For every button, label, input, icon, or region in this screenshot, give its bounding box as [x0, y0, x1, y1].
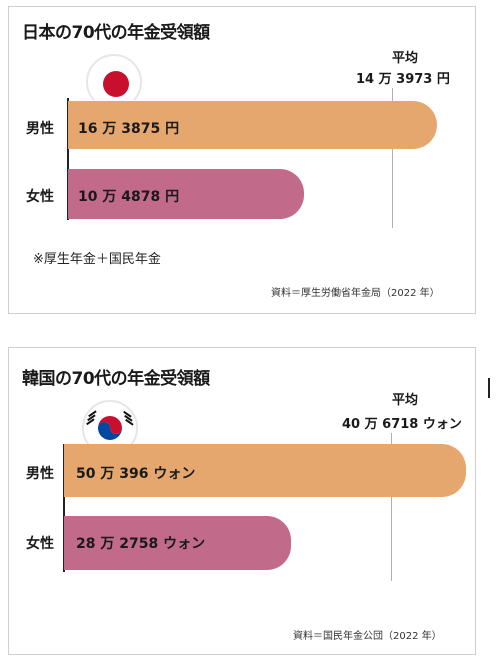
- japan-value-label-female: 10 万 4878 円: [78, 189, 180, 205]
- korea-category-male: 男性: [26, 466, 54, 482]
- korea-average-label: 平均: [392, 393, 419, 408]
- japan-chart-source: 資料＝厚生労働省年金局（2022 年）: [271, 288, 440, 299]
- korea-value-label-female: 28 万 2758 ウォン: [76, 536, 206, 552]
- japan-bar-female: [68, 169, 304, 219]
- korea-category-female: 女性: [26, 536, 54, 552]
- japan-average-value: 14 万 3973 円: [356, 72, 450, 87]
- korea-trigram-left-icon: [86, 410, 97, 426]
- korea-flag-circle: [82, 400, 138, 446]
- korea-flag: [82, 400, 138, 446]
- japan-average-label: 平均: [392, 51, 419, 66]
- japan-axis-line: [67, 98, 69, 220]
- korea-taegeuk-icon: [98, 416, 122, 440]
- korea-average-line: [391, 433, 392, 581]
- korea-flag-emblem-icon: [86, 410, 134, 440]
- korea-bar-male: [64, 444, 466, 497]
- korea-chart-panel: [8, 347, 476, 655]
- korea-chart-title: 韓国の70代の年金受領額: [22, 369, 210, 389]
- japan-value-label-male: 16 万 3875 円: [78, 121, 180, 137]
- korea-trigram-right-icon: [123, 410, 134, 426]
- japan-flag: [86, 54, 142, 100]
- japan-chart-title: 日本の70代の年金受領額: [22, 23, 210, 43]
- korea-value-label-male: 50 万 396 ウォン: [76, 466, 196, 482]
- korea-average-value: 40 万 6718 ウォン: [342, 417, 462, 432]
- page-edge-mark: [488, 378, 490, 398]
- japan-category-male: 男性: [26, 121, 54, 137]
- japan-category-female: 女性: [26, 189, 54, 205]
- japan-average-line: [392, 88, 393, 228]
- korea-bar-female: [64, 516, 291, 570]
- japan-flag-circle: [86, 54, 142, 100]
- korea-axis-line: [63, 444, 65, 572]
- japan-bar-male: [68, 101, 437, 149]
- japan-flag-sun: [103, 71, 129, 97]
- korea-chart-source: 資料＝国民年金公団（2022 年）: [293, 631, 442, 642]
- japan-chart-panel: [8, 6, 476, 314]
- japan-chart-note: ※厚生年金＋国民年金: [33, 252, 161, 267]
